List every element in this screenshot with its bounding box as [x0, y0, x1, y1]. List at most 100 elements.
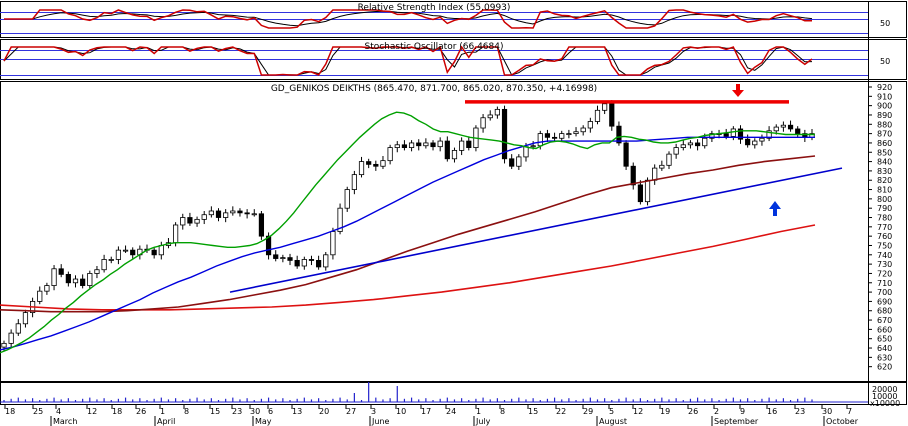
candle-body: [623, 142, 629, 167]
x-tick-label: 1: [160, 407, 165, 416]
candle-body: [680, 144, 686, 148]
candle-body: [180, 217, 186, 226]
candle-body: [780, 124, 786, 128]
y-tick-label: 790: [877, 204, 892, 213]
x-tick-label: 20: [319, 407, 329, 416]
y-tick-label: 810: [877, 186, 892, 195]
x-tick-label: 8: [184, 407, 189, 416]
candle-body: [544, 133, 551, 138]
x-tick-label: 27: [346, 407, 356, 416]
rsi-level-label: 50: [880, 19, 890, 28]
x-tick-label: 25: [33, 407, 43, 416]
candle-body: [287, 257, 293, 261]
candle-body: [666, 153, 672, 166]
month-label: September: [714, 417, 759, 426]
x-tick-label: 17: [421, 407, 431, 416]
candle-body: [387, 147, 393, 162]
ma-longest-line: [0, 224, 816, 311]
x-tick-label: 7: [847, 407, 852, 416]
candle-body: [494, 108, 500, 116]
x-tick-label: 6: [268, 407, 273, 416]
month-label: May: [255, 417, 272, 426]
candle-body: [444, 140, 450, 160]
x-tick-label: 3: [371, 407, 376, 416]
month-label: June: [371, 417, 390, 426]
x-tick-label: 2: [714, 407, 719, 416]
candle-body: [58, 268, 64, 275]
candle-body: [8, 332, 14, 344]
candle-body: [108, 259, 114, 261]
candle-body: [251, 213, 257, 216]
candle-body: [51, 268, 57, 286]
candle-body: [602, 103, 608, 111]
x-tick-label: 4: [56, 407, 61, 416]
candle-body: [687, 142, 694, 146]
candle-body: [652, 167, 658, 181]
candle-body: [523, 146, 529, 158]
candle-body: [280, 257, 286, 260]
y-tick-label: 820: [877, 176, 892, 185]
candle-body: [723, 133, 729, 137]
candle-body: [187, 217, 193, 224]
y-tick-label: 840: [877, 158, 892, 167]
x-tick-label: 15: [528, 407, 538, 416]
candle-body: [44, 285, 50, 292]
candle-body: [509, 158, 515, 167]
candle-body: [587, 121, 593, 129]
candle-body: [702, 137, 708, 147]
ma-mid-line: [0, 136, 815, 351]
candle-body: [566, 133, 572, 136]
y-tick-label: 780: [877, 214, 892, 223]
volume-panel: 20000 10000 x10000: [0, 382, 900, 408]
candle-body: [637, 184, 643, 203]
y-tick-label: 920: [877, 83, 892, 92]
candle-body: [358, 161, 365, 176]
candle-body: [173, 224, 179, 244]
candle-body: [72, 278, 79, 284]
candle-body: [551, 136, 558, 139]
candle-body: [258, 213, 265, 237]
x-tick-label: 10: [396, 407, 406, 416]
month-label: April: [157, 417, 175, 426]
candle-body: [737, 128, 744, 140]
candle-body: [487, 114, 493, 119]
candle-body: [37, 290, 43, 302]
y-tick-label: 720: [877, 269, 892, 278]
candle-body: [594, 109, 601, 122]
y-tick-label: 690: [877, 297, 892, 306]
candle-body: [194, 218, 200, 224]
candle-body: [80, 278, 86, 286]
candle-body: [394, 144, 400, 148]
candle-body: [401, 144, 408, 148]
candle-body: [15, 323, 21, 334]
x-tick-label: 16: [767, 407, 777, 416]
price-y-axis: 6206306406506606706806907007107207307407…: [868, 83, 892, 372]
candle-body: [308, 259, 315, 261]
y-tick-label: 770: [877, 223, 892, 232]
candle-body: [430, 142, 436, 148]
candle-body: [437, 140, 443, 148]
month-label: August: [599, 417, 627, 426]
x-axis: 18 25 4 12 18 26 1 8 15 23 30 6 13 20 27 3 10 17 24 1 8 15 22 2…: [4, 405, 859, 426]
y-tick-label: 630: [877, 353, 892, 362]
x-tick-label: 23: [232, 407, 242, 416]
candle-body: [1, 342, 7, 348]
x-tick-label: 1: [476, 407, 481, 416]
arrow-up-icon: [769, 201, 781, 216]
ma-long-line: [0, 155, 816, 313]
y-tick-label: 700: [877, 288, 892, 297]
candle-body: [580, 127, 586, 133]
y-tick-label: 890: [877, 111, 892, 120]
candle-body: [408, 142, 415, 148]
x-tick-label: 9: [740, 407, 745, 416]
candle-body: [215, 210, 222, 218]
price-title: GD_GENIKOS DEIKTHS (865.470, 871.700, 86…: [271, 84, 597, 94]
candle-body: [380, 160, 386, 167]
candle-body: [265, 235, 272, 256]
y-tick-label: 680: [877, 307, 892, 316]
x-tick-label: 24: [446, 407, 456, 416]
candle-body: [766, 130, 772, 139]
y-tick-label: 750: [877, 241, 892, 250]
candle-body: [344, 189, 350, 209]
candle-body: [573, 131, 579, 135]
